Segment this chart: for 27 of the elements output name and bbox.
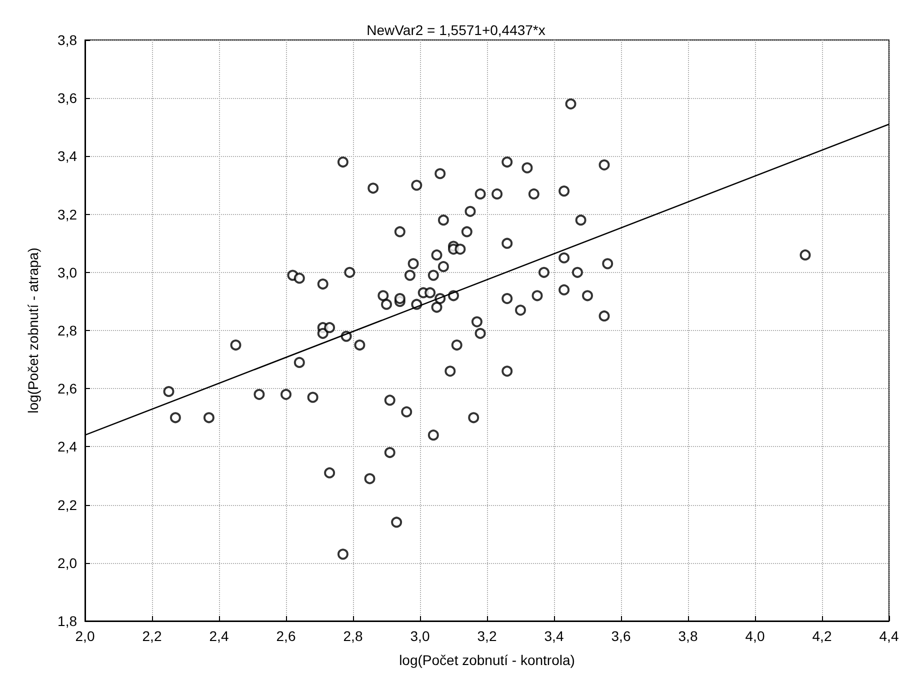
x-tick-label: 2,0 xyxy=(75,628,95,644)
x-tick-label: 2,4 xyxy=(209,628,229,644)
y-tick-label: 3,0 xyxy=(58,264,78,280)
x-axis-title: log(Počet zobnutí - kontrola) xyxy=(399,652,575,668)
y-tick-label: 3,4 xyxy=(58,148,78,164)
x-tick-label: 3,6 xyxy=(611,628,631,644)
x-tick-label: 3,0 xyxy=(410,628,430,644)
x-tick-label: 4,4 xyxy=(879,628,899,644)
x-tick-label: 2,8 xyxy=(343,628,363,644)
y-axis-title: log(Počet zobnutí - atrapa) xyxy=(25,248,41,414)
chart-title: NewVar2 = 1,5571+0,4437*x xyxy=(366,22,546,38)
y-tick-label: 3,2 xyxy=(58,206,78,222)
x-tick-label: 3,2 xyxy=(477,628,497,644)
x-tick-label: 4,2 xyxy=(812,628,832,644)
y-tick-label: 1,8 xyxy=(58,613,78,629)
x-tick-label: 3,8 xyxy=(678,628,698,644)
y-tick-label: 2,2 xyxy=(58,496,78,513)
y-tick-label: 3,8 xyxy=(58,32,78,48)
x-tick-label: 2,2 xyxy=(142,628,162,644)
y-tick-label: 2,4 xyxy=(58,438,78,455)
y-tick-label: 2,6 xyxy=(58,380,78,397)
y-tick-label: 2,8 xyxy=(58,322,78,338)
x-tick-label: 4,0 xyxy=(745,628,765,644)
x-tick-label: 3,4 xyxy=(544,628,564,644)
x-tick-label: 2,6 xyxy=(276,628,296,644)
y-tick-label: 2,0 xyxy=(58,554,78,571)
y-tick-label: 3,6 xyxy=(58,90,78,106)
